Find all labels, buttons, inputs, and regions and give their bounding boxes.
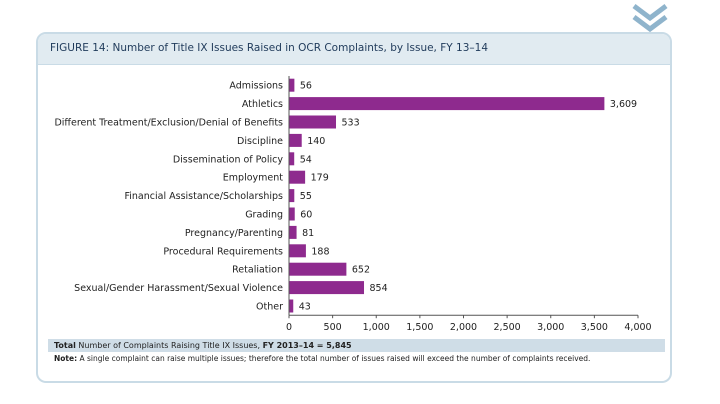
category-label: Sexual/Gender Harassment/Sexual Violence bbox=[74, 283, 283, 294]
category-label: Employment bbox=[223, 173, 283, 184]
x-tick-label: 0 bbox=[286, 322, 292, 333]
bar bbox=[289, 225, 297, 239]
value-label: 56 bbox=[300, 81, 312, 92]
category-label: Discipline bbox=[237, 136, 283, 147]
scroll-down-chevron-icon[interactable] bbox=[630, 2, 670, 34]
category-label: Other bbox=[256, 302, 283, 313]
x-tick-label: 500 bbox=[324, 322, 342, 333]
value-label: 81 bbox=[302, 228, 314, 239]
x-tick-label: 2,000 bbox=[450, 322, 477, 333]
x-tick-label: 4,000 bbox=[624, 322, 651, 333]
x-tick-label: 3,000 bbox=[537, 322, 564, 333]
category-label: Different Treatment/Exclusion/Denial of … bbox=[54, 118, 283, 129]
bar bbox=[289, 207, 295, 221]
figure-title: FIGURE 14: Number of Title IX Issues Rai… bbox=[50, 42, 488, 54]
figure-header: FIGURE 14: Number of Title IX Issues Rai… bbox=[38, 34, 670, 65]
note-label: Note: bbox=[54, 354, 78, 363]
value-label: 43 bbox=[299, 302, 311, 313]
bar bbox=[289, 115, 337, 129]
total-row: Total Number of Complaints Raising Title… bbox=[48, 339, 665, 352]
category-label: Admissions bbox=[229, 81, 283, 92]
bar bbox=[289, 244, 306, 258]
category-label: Pregnancy/Parenting bbox=[185, 228, 283, 239]
value-label: 854 bbox=[370, 283, 388, 294]
bar bbox=[289, 152, 295, 166]
x-tick-label: 1,000 bbox=[363, 322, 390, 333]
category-label: Athletics bbox=[242, 99, 283, 110]
value-label: 3,609 bbox=[610, 99, 637, 110]
x-tick-label: 2,500 bbox=[494, 322, 521, 333]
value-label: 533 bbox=[342, 118, 360, 129]
x-tick-label: 1,500 bbox=[406, 322, 433, 333]
category-label: Dissemination of Policy bbox=[173, 154, 284, 165]
bar bbox=[289, 281, 365, 295]
bar bbox=[289, 189, 295, 203]
figure-card: FIGURE 14: Number of Title IX Issues Rai… bbox=[36, 32, 672, 383]
note-text: A single complaint can raise multiple is… bbox=[79, 354, 591, 363]
category-label: Grading bbox=[245, 210, 283, 221]
category-label: Procedural Requirements bbox=[163, 246, 283, 257]
value-label: 188 bbox=[311, 246, 329, 257]
value-label: 652 bbox=[352, 265, 370, 276]
value-label: 60 bbox=[300, 210, 312, 221]
bar bbox=[289, 97, 605, 111]
bar bbox=[289, 262, 347, 276]
bar bbox=[289, 133, 302, 147]
value-label: 54 bbox=[300, 154, 312, 165]
value-label: 179 bbox=[311, 173, 329, 184]
bar bbox=[289, 299, 294, 313]
value-label: 140 bbox=[307, 136, 325, 147]
category-label: Retaliation bbox=[232, 265, 283, 276]
total-label: Total bbox=[54, 341, 76, 350]
x-tick-label: 3,500 bbox=[581, 322, 608, 333]
figure-footer: Total Number of Complaints Raising Title… bbox=[48, 339, 665, 366]
total-text: Number of Complaints Raising Title IX Is… bbox=[78, 341, 261, 350]
bar bbox=[289, 78, 295, 92]
bar bbox=[289, 170, 306, 184]
total-value: FY 2013–14 = 5,845 bbox=[262, 341, 352, 350]
value-label: 55 bbox=[300, 191, 312, 202]
category-label: Financial Assistance/Scholarships bbox=[125, 191, 284, 202]
note-row: Note: A single complaint can raise multi… bbox=[48, 352, 665, 366]
